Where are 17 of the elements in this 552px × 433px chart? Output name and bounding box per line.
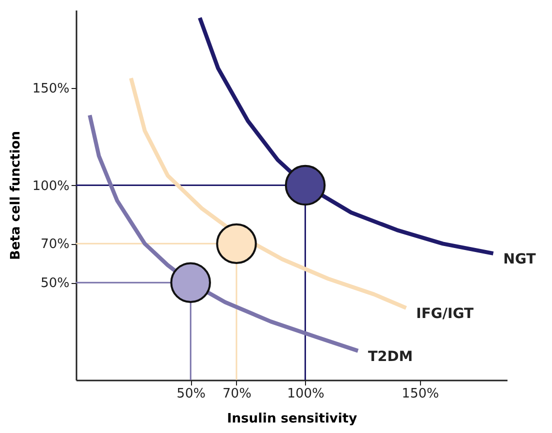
x-tick-label: 150% <box>402 386 439 402</box>
series-label: NGT <box>503 251 536 268</box>
x-axis-title: Insulin sensitivity <box>226 412 358 426</box>
series-label: IFG/IGT <box>416 306 474 322</box>
y-tick-label: 70% <box>40 237 70 252</box>
line-series <box>129 76 408 310</box>
x-tick-label: 100% <box>287 386 324 402</box>
y-tick-label: 100% <box>32 178 70 194</box>
point <box>170 262 211 303</box>
x-tick-label: 70% <box>222 386 252 402</box>
point <box>284 164 326 206</box>
y-tick-label: 150% <box>32 81 70 96</box>
series-label: T2DM <box>368 348 413 365</box>
y-tick-label: 50% <box>40 276 70 292</box>
point <box>216 223 257 264</box>
y-axis-title: Beta cell function <box>8 131 24 260</box>
x-tick-label: 50% <box>176 386 206 402</box>
